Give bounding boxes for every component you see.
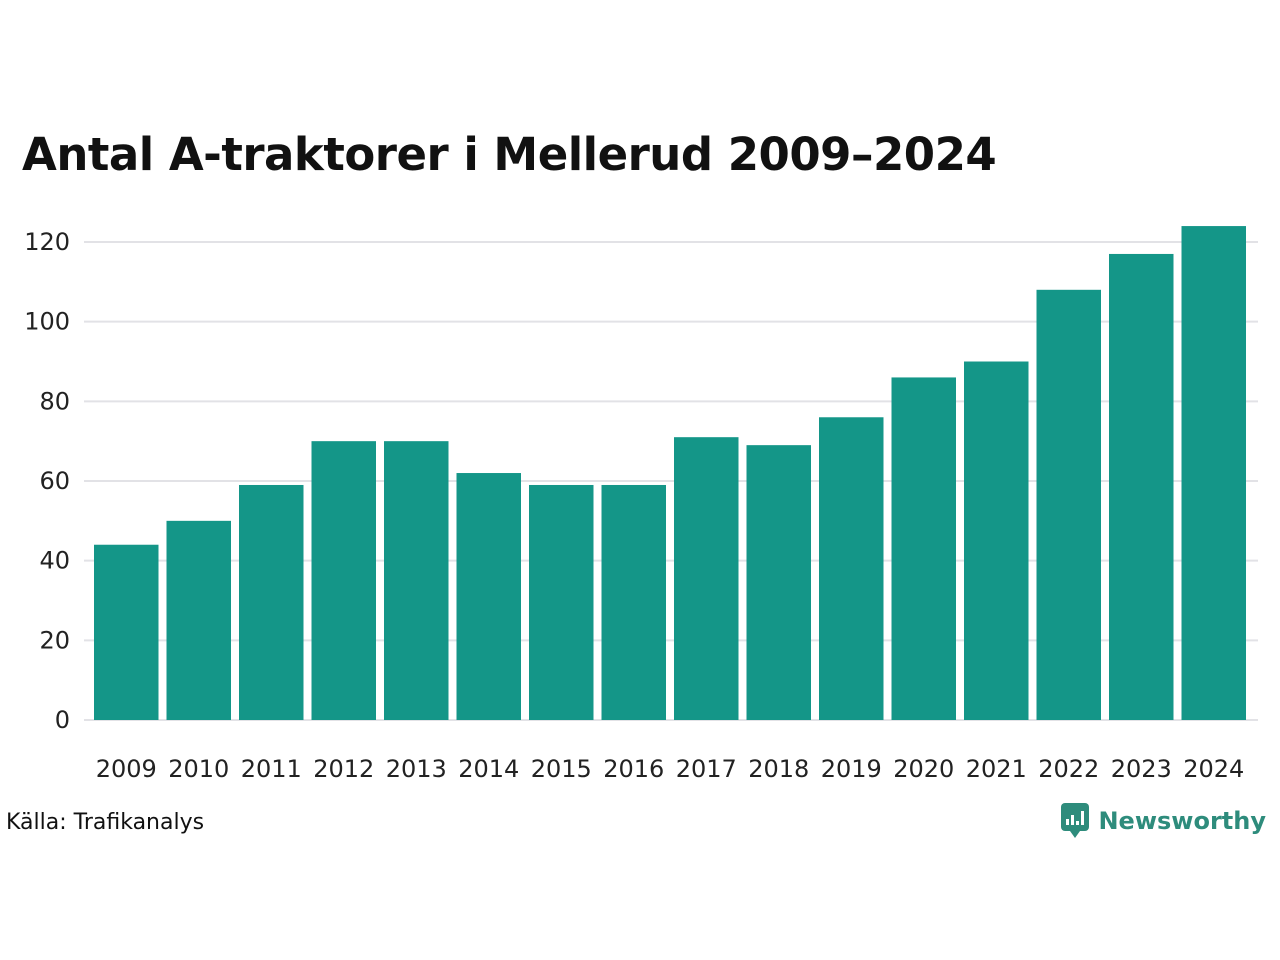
y-tick-label: 20	[39, 626, 70, 654]
x-tick-label: 2013	[386, 755, 447, 783]
y-tick-label: 80	[39, 387, 70, 415]
brand-name: Newsworthy	[1098, 807, 1266, 835]
y-tick-label: 40	[39, 547, 70, 575]
y-tick-label: 0	[55, 706, 70, 734]
bar-2024	[1181, 226, 1246, 721]
source-note: Källa: Trafikanalys	[6, 810, 205, 835]
bar-2015	[529, 484, 594, 720]
newsworthy-logo-icon	[1061, 803, 1090, 838]
x-tick-label: 2024	[1183, 755, 1244, 783]
chart-title: Antal A-traktorer i Mellerud 2009–2024	[22, 128, 997, 181]
x-tick-label: 2016	[603, 755, 664, 783]
bar-2022	[1036, 289, 1101, 720]
x-tick-label: 2018	[748, 755, 809, 783]
bar-2010	[166, 520, 231, 720]
x-tick-label: 2010	[168, 755, 229, 783]
bar-2013	[384, 441, 449, 720]
bar-2018	[746, 445, 811, 720]
bar-2009	[94, 544, 159, 720]
bar-2016	[601, 484, 666, 720]
x-axis-ticks: 2009 2010 2011 2012 2013 2014 2015 2016 2017 2018…	[96, 755, 1245, 783]
bar-2014	[456, 473, 521, 720]
x-tick-label: 2019	[821, 755, 882, 783]
brand: Newsworthy	[1060, 802, 1266, 840]
x-tick-label: 2011	[241, 755, 302, 783]
bar-2011	[239, 484, 304, 720]
x-tick-label: 2023	[1111, 755, 1172, 783]
y-tick-label: 100	[24, 308, 70, 336]
y-tick-label: 60	[39, 467, 70, 495]
x-tick-label: 2012	[313, 755, 374, 783]
bars	[94, 226, 1246, 721]
bar-2012	[311, 441, 376, 720]
bar-2019	[819, 417, 884, 720]
bar-2017	[674, 437, 739, 720]
y-tick-label: 120	[24, 228, 70, 256]
x-tick-label: 2021	[966, 755, 1027, 783]
x-tick-label: 2022	[1038, 755, 1099, 783]
x-tick-label: 2017	[676, 755, 737, 783]
x-tick-label: 2015	[531, 755, 592, 783]
x-tick-label: 2009	[96, 755, 157, 783]
bar-2023	[1109, 253, 1174, 720]
x-tick-label: 2020	[893, 755, 954, 783]
bar-2021	[964, 361, 1029, 720]
x-tick-label: 2014	[458, 755, 519, 783]
bar-2020	[891, 377, 956, 720]
y-axis-ticks: 0 20 40 60 80 100 120	[24, 228, 70, 734]
